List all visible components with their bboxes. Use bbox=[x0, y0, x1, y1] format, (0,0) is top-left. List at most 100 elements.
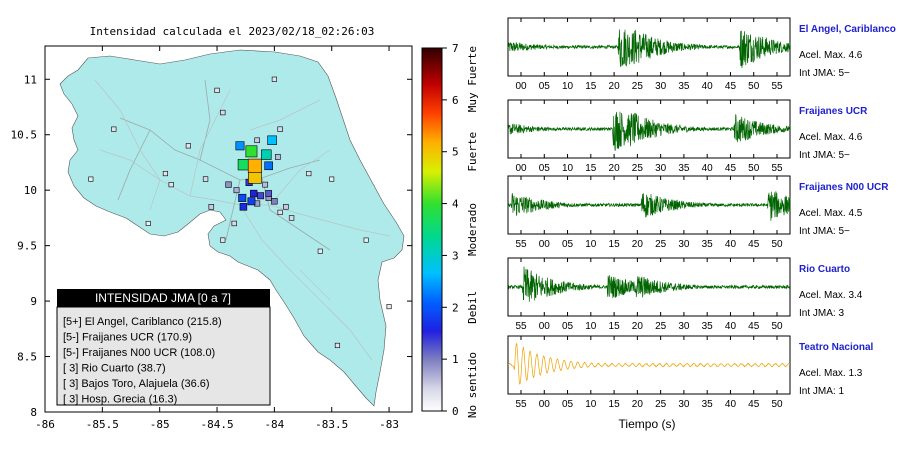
station-marker bbox=[317, 248, 323, 254]
waveform-tick-label: 25 bbox=[632, 163, 644, 174]
station-marker bbox=[225, 181, 232, 188]
station-marker bbox=[247, 197, 256, 206]
colorbar-category-label: Debil bbox=[466, 291, 479, 324]
station-marker bbox=[267, 135, 277, 146]
station-marker bbox=[245, 145, 258, 158]
colorbar-ticks: 0 1 2 3 4 5 6 7 bbox=[442, 42, 459, 418]
waveform-tick-label: 40 bbox=[702, 81, 714, 92]
colorbar-tick-label: 4 bbox=[452, 198, 459, 211]
waveform-station-name: El Angel, Cariblanco bbox=[799, 24, 896, 35]
station-marker bbox=[306, 170, 312, 177]
waveform-station-name: Fraijanes UCR bbox=[799, 106, 868, 117]
map-title: Intensidad calculada el 2023/02/18_02:26… bbox=[90, 25, 375, 38]
waveform-jma-label: Int JMA: 5− bbox=[799, 150, 850, 161]
waveform-panels: 00 05 10 15 20 25 30 35 40 45 50 55 El Angel, Caribl… bbox=[507, 17, 896, 410]
station-marker bbox=[265, 190, 273, 197]
waveform-accel-label: Acel. Max. 4.5 bbox=[799, 208, 863, 219]
station-marker bbox=[283, 204, 289, 210]
map-y-tick-label: 10 bbox=[24, 184, 37, 197]
waveform-tick-label: 55 bbox=[515, 239, 527, 250]
station-marker bbox=[238, 193, 247, 202]
waveform-tick-label: 40 bbox=[702, 163, 714, 174]
waveform-tick-label: 30 bbox=[655, 81, 667, 92]
map-y-tick-label: 11 bbox=[24, 73, 37, 86]
station-marker bbox=[111, 126, 117, 132]
map-y-tick-label: 9 bbox=[30, 295, 37, 308]
station-marker bbox=[386, 304, 392, 310]
waveform-tick-label: 00 bbox=[515, 81, 527, 92]
legend-entry: [ 3] Bajos Toro, Alajuela (36.6) bbox=[63, 378, 210, 390]
waveform-tick-label: 10 bbox=[585, 399, 597, 410]
colorbar-tick-label: 6 bbox=[452, 94, 459, 107]
station-marker bbox=[235, 141, 245, 151]
waveform-tick-label: 45 bbox=[748, 321, 760, 332]
waveform-panel: 00 05 10 15 20 25 30 35 40 45 50 55 El Angel, Caribl… bbox=[507, 17, 896, 92]
waveform-tick-label: 45 bbox=[748, 399, 760, 410]
waveform-trace bbox=[507, 266, 791, 302]
colorbar-category-label: Muy Fuerte bbox=[466, 46, 479, 112]
station-marker bbox=[329, 176, 335, 182]
legend-title: INTENSIDAD JMA [0 a 7] bbox=[95, 291, 231, 305]
waveform-x-label: Tiempo (s) bbox=[619, 417, 676, 431]
waveform-tick-label: 15 bbox=[585, 81, 597, 92]
waveform-tick-label: 20 bbox=[632, 399, 644, 410]
waveform-tick-label: 10 bbox=[562, 81, 574, 92]
waveform-trace bbox=[508, 342, 791, 385]
waveform-tick-label: 25 bbox=[655, 321, 667, 332]
costa-rica-landmass bbox=[59, 49, 405, 407]
station-marker bbox=[262, 181, 269, 188]
station-marker bbox=[231, 220, 237, 227]
waveform-tick-label: 05 bbox=[539, 163, 551, 174]
legend-entry: [5-] Fraijanes UCR (170.9) bbox=[63, 332, 192, 344]
roads bbox=[94, 79, 391, 361]
waveform-tick-label: 50 bbox=[748, 163, 760, 174]
waveform-tick-label: 00 bbox=[539, 399, 551, 410]
map-x-tick-label: -86 bbox=[35, 418, 55, 431]
station-marker bbox=[202, 176, 209, 182]
waveform-tick-label: 35 bbox=[678, 81, 690, 92]
waveform-tick-label: 55 bbox=[771, 81, 783, 92]
station-marker bbox=[208, 204, 215, 210]
legend-title-bg bbox=[57, 289, 270, 307]
waveform-tick-label: 20 bbox=[609, 163, 621, 174]
waveform-tick-label: 45 bbox=[748, 239, 760, 250]
waveform-trace bbox=[507, 111, 791, 151]
waveform-station-name: Teatro Nacional bbox=[799, 342, 873, 353]
waveform-tick-label: 50 bbox=[771, 239, 783, 250]
map-y-tick-label: 8 bbox=[30, 406, 37, 419]
station-marker bbox=[237, 159, 250, 171]
waveform-tick-label: 25 bbox=[655, 239, 667, 250]
waveform-tick-label: 30 bbox=[678, 321, 690, 332]
colorbar-tick-label: 5 bbox=[452, 146, 459, 159]
waveform-tick-label: 50 bbox=[771, 399, 783, 410]
station-marker bbox=[257, 192, 265, 200]
station-marker bbox=[88, 176, 94, 182]
map-x-tick-labels: -86 -85.5 -85 -84.5 -84 -83.5 -83 bbox=[35, 418, 399, 431]
colorbar-category-label: Moderado bbox=[466, 203, 479, 256]
station-marker bbox=[185, 143, 191, 149]
station-marker bbox=[145, 220, 151, 226]
waveform-tick-label: 35 bbox=[702, 321, 714, 332]
waveform-tick-label: 00 bbox=[539, 321, 551, 332]
colorbar-tick-label: 1 bbox=[452, 353, 459, 366]
waveform-tick-label: 05 bbox=[562, 239, 574, 250]
colorbar-category-label: No sentido bbox=[466, 352, 479, 418]
waveform-panel: 55 00 05 10 15 20 25 30 35 40 45 50 Rio Cuarto Acel. … bbox=[507, 257, 863, 332]
legend-entry: [5+] El Angel, Cariblanco (215.8) bbox=[63, 316, 222, 328]
station-marker bbox=[220, 237, 226, 243]
waveform-tick-label: 40 bbox=[725, 321, 737, 332]
colorbar-labels: No sentido Debil Moderado Fuerte Muy Fuerte bbox=[466, 46, 479, 418]
waveform-tick-label: 30 bbox=[655, 163, 667, 174]
station-marker bbox=[250, 189, 258, 198]
waveform-station-name: Fraijanes N00 UCR bbox=[799, 182, 889, 193]
station-marker bbox=[271, 76, 277, 82]
map-y-tick-label: 9.5 bbox=[17, 240, 37, 253]
station-marker bbox=[288, 215, 295, 221]
waveform-jma-label: Int JMA: 3 bbox=[799, 308, 844, 319]
waveform-accel-label: Acel. Max. 4.6 bbox=[799, 50, 863, 61]
waveform-tick-label: 45 bbox=[725, 81, 737, 92]
waveform-tick-label: 55 bbox=[515, 399, 527, 410]
waveform-tick-label: 00 bbox=[539, 239, 551, 250]
map-x-tick-label: -84 bbox=[264, 418, 284, 431]
waveform-tick-label: 15 bbox=[585, 163, 597, 174]
